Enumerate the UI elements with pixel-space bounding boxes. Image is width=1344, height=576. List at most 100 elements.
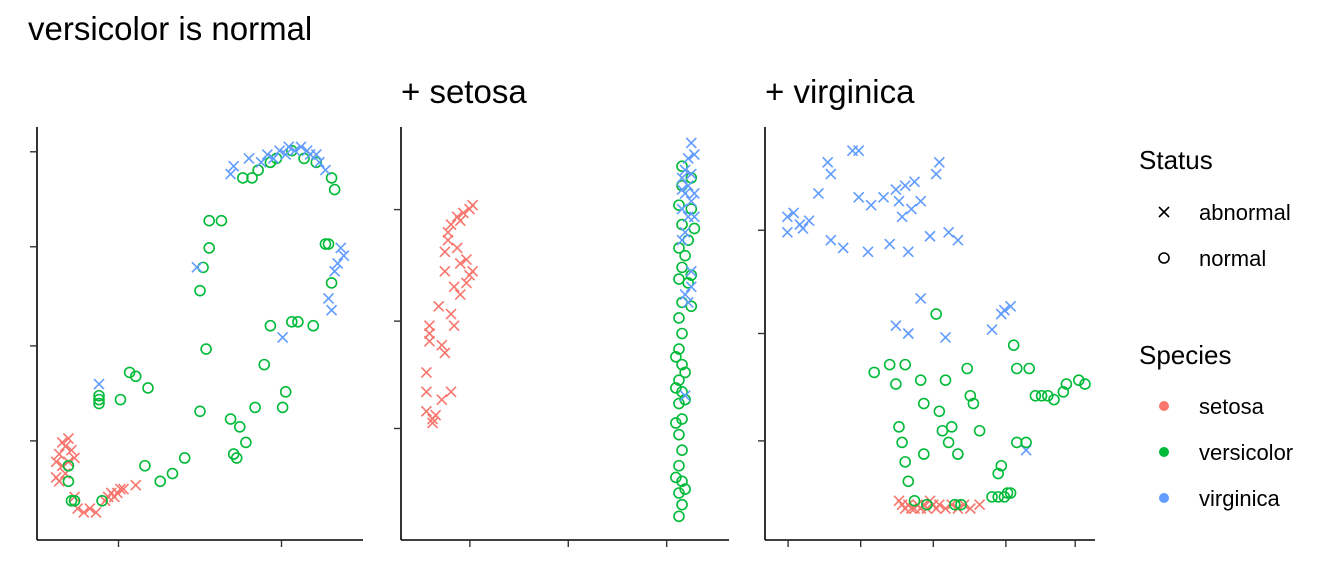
point-virginica-abnormal [225,168,237,180]
point-versicolor-normal [676,327,688,340]
point-virginica-abnormal [822,156,834,168]
point-versicolor-normal [973,424,986,437]
point-setosa-abnormal [448,281,460,293]
point-virginica-abnormal [326,304,338,316]
point-versicolor-normal [936,424,949,437]
point-setosa-abnormal [974,499,986,511]
point-versicolor-normal [298,152,310,165]
point-setosa-abnormal [50,471,62,483]
legend-key-setosa [1159,401,1169,411]
point-versicolor-normal [899,358,912,371]
point-versicolor-normal [673,397,685,410]
point-versicolor-normal [673,374,685,386]
point-versicolor-normal [249,401,261,414]
point-versicolor-normal [992,467,1005,480]
point-setosa-abnormal [439,246,451,258]
point-versicolor-normal [154,475,167,488]
point-versicolor-normal [93,393,105,406]
point-versicolor-normal [679,249,691,262]
point-virginica-abnormal [280,148,292,161]
point-versicolor-normal [240,436,252,449]
point-versicolor-normal [890,378,902,390]
point-virginica-abnormal [862,246,874,258]
point-setosa-abnormal [467,199,479,211]
point-setosa-abnormal [420,405,432,417]
point-virginica-abnormal [261,148,273,161]
point-setosa-abnormal [117,483,130,495]
point-versicolor-normal [676,358,688,371]
point-virginica-abnormal [943,226,955,238]
point-setosa-abnormal [439,265,451,277]
point-versicolor-normal [328,183,341,196]
point-setosa-abnormal [84,502,96,515]
point-versicolor-normal [1073,374,1085,386]
point-setosa-abnormal [946,499,958,511]
point-versicolor-normal [166,467,179,480]
point-virginica-abnormal [933,156,945,168]
point-versicolor-normal [1060,378,1073,390]
point-virginica-abnormal [877,191,890,203]
point-virginica-abnormal [273,145,286,157]
point-virginica-abnormal [332,257,344,270]
point-setosa-abnormal [65,444,78,456]
point-virginica-abnormal [685,137,697,149]
point-versicolor-normal [967,397,980,410]
point-versicolor-normal [264,319,277,332]
point-virginica-abnormal [902,327,914,340]
point-virginica-abnormal [319,164,332,176]
point-virginica-abnormal [295,141,307,153]
point-virginica-abnormal [865,199,877,211]
panel-1 [30,127,363,547]
point-setosa-abnormal [62,432,74,445]
point-setosa-abnormal [78,506,90,519]
chart-title: versicolor is normal [28,10,313,47]
point-versicolor-normal [237,172,249,184]
point-virginica-abnormal [890,184,902,196]
point-virginica-abnormal [924,230,936,242]
point-virginica-abnormal [277,331,289,343]
point-versicolor-normal [246,172,258,184]
point-virginica-abnormal [676,234,688,246]
point-versicolor-normal [688,222,701,235]
point-virginica-abnormal [676,184,688,196]
point-versicolor-normal [676,261,688,274]
point-virginica-abnormal [682,152,694,165]
point-setosa-abnormal [448,320,460,332]
point-versicolor-normal [252,164,264,176]
point-versicolor-normal [230,452,243,464]
point-versicolor-normal [1007,339,1020,351]
point-setosa-abnormal [933,499,945,511]
point-virginica-abnormal [313,156,325,168]
point-virginica-abnormal [825,168,837,180]
point-virginica-abnormal [688,148,700,161]
point-virginica-abnormal [329,265,341,277]
point-versicolor-normal [319,238,332,250]
point-versicolor-normal [917,397,930,410]
point-versicolor-normal [194,284,206,297]
point-setosa-abnormal [430,409,442,421]
point-setosa-abnormal [114,483,127,495]
point-virginica-abnormal [803,215,815,227]
point-virginica-abnormal [781,211,793,223]
point-virginica-abnormal [896,211,908,223]
point-versicolor-normal [986,491,998,503]
point-versicolor-normal [1023,362,1035,375]
point-setosa-abnormal [460,254,473,266]
point-versicolor-normal [948,498,961,511]
point-setosa-abnormal [467,265,479,277]
point-versicolor-normal [914,374,927,386]
point-versicolor-normal [908,494,921,507]
point-virginica-abnormal [998,304,1010,316]
point-virginica-abnormal [679,164,691,176]
point-virginica-abnormal [685,195,697,207]
point-versicolor-normal [964,389,977,402]
point-setosa-abnormal [445,308,457,320]
point-versicolor-normal [276,401,289,414]
point-versicolor-normal [307,319,320,332]
point-virginica-abnormal [884,238,896,250]
point-setosa-abnormal [445,219,457,231]
point-setosa-abnormal [426,417,439,429]
point-versicolor-normal [670,471,682,484]
point-setosa-abnormal [56,436,68,448]
